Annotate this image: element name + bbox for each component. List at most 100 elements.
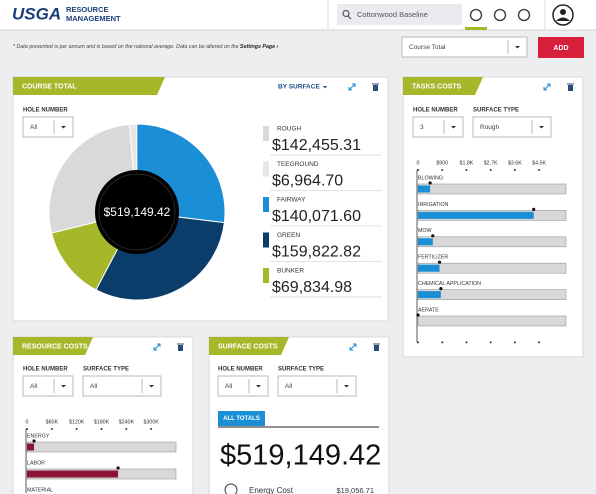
bar <box>418 291 441 299</box>
legend-value: $142,455.31 <box>272 137 361 154</box>
x-tick-label: $120K <box>69 419 85 425</box>
expand-icon[interactable] <box>153 343 161 351</box>
legend-value: $6,964.70 <box>272 173 343 190</box>
select-arrow <box>256 385 261 388</box>
legend-name: BUNKER <box>277 268 304 275</box>
tick-mark <box>125 428 128 430</box>
select-value: All <box>90 383 98 390</box>
settings-link[interactable]: Settings Page › <box>240 44 278 50</box>
bar-end-dot <box>116 466 120 470</box>
totals-tag[interactable] <box>218 411 265 426</box>
field-label: HOLE NUMBER <box>413 108 458 114</box>
delete-icon[interactable] <box>373 85 378 91</box>
search-text: Cottonwood Baseline <box>357 10 428 19</box>
x-tick-label: $60K <box>46 419 59 425</box>
select-arrow <box>451 126 456 129</box>
nav-icon[interactable] <box>517 8 531 22</box>
panel-tab <box>13 337 93 355</box>
x-tick-label: $900 <box>436 160 448 166</box>
expand-icon[interactable] <box>543 83 551 91</box>
select-value: All <box>225 383 233 390</box>
nav-active <box>465 27 487 30</box>
delete-icon[interactable] <box>568 85 573 91</box>
legend-value: $69,834.98 <box>272 279 352 296</box>
delete-icon-lid <box>373 343 380 345</box>
bar-track <box>417 183 567 195</box>
legend-swatch <box>263 232 269 248</box>
bar <box>418 264 440 272</box>
panel-tab <box>403 77 483 95</box>
bar <box>27 470 119 478</box>
row-name: Energy Cost <box>249 486 294 494</box>
nav-icon[interactable] <box>469 8 483 22</box>
select-arrow <box>344 385 349 388</box>
legend-swatch <box>263 161 269 177</box>
bar <box>27 443 35 451</box>
search-box[interactable] <box>337 4 462 25</box>
x-tick-label: $1.8K <box>460 160 474 166</box>
totals-tag-label: ALL TOTALS <box>223 416 260 422</box>
delete-icon[interactable] <box>178 345 183 351</box>
logo: USGA <box>12 4 61 23</box>
tick-mark <box>489 341 492 344</box>
panel-title: TASKS COSTS <box>412 83 462 90</box>
select[interactable] <box>217 375 269 397</box>
donut-center <box>95 170 179 254</box>
select[interactable] <box>22 375 74 397</box>
x-tick-label: $180K <box>94 419 110 425</box>
tick-mark <box>50 428 53 430</box>
select-value: Rough <box>480 124 500 131</box>
bar-track <box>26 441 177 453</box>
bar-label: MOW <box>418 228 432 234</box>
bar-end-dot <box>532 207 536 211</box>
field-label: HOLE NUMBER <box>218 367 263 373</box>
search-icon <box>347 15 352 20</box>
select[interactable] <box>22 116 74 138</box>
surface-total: $519,149.42 <box>220 440 381 472</box>
app-name: MANAGEMENT <box>66 14 121 23</box>
select-value: All <box>285 383 293 390</box>
bar-label: ENERGY <box>27 433 50 439</box>
panel <box>12 336 194 494</box>
tick-mark <box>538 169 541 171</box>
delete-icon-lid <box>177 343 184 345</box>
expand-icon[interactable] <box>348 83 356 91</box>
panel-title: SURFACE COSTS <box>218 343 278 350</box>
bar <box>418 185 431 193</box>
tick-mark <box>513 169 516 171</box>
select[interactable] <box>412 116 464 138</box>
delete-icon[interactable] <box>374 345 379 351</box>
tick-mark <box>513 341 516 344</box>
bar <box>418 238 433 246</box>
add-button-label: ADD <box>553 45 568 52</box>
field-label: SURFACE TYPE <box>278 367 324 373</box>
x-tick-label: $300K <box>144 419 160 425</box>
legend-swatch <box>263 197 269 212</box>
select[interactable] <box>401 36 528 58</box>
bar-label: MATERIAL <box>27 487 53 493</box>
bar-end-dot <box>32 439 36 443</box>
legend-name: TEEGROUND <box>277 161 319 168</box>
bar-track <box>417 236 567 248</box>
bar-label: AERATE <box>418 307 439 313</box>
legend-swatch <box>263 126 269 141</box>
donut-center-ring <box>98 173 176 251</box>
legend-swatch <box>263 268 269 283</box>
tick-mark <box>417 341 419 344</box>
avatar-body <box>556 17 570 21</box>
row-icon <box>224 483 238 494</box>
bar-track <box>417 262 567 274</box>
bar-label: LABOR <box>27 460 45 466</box>
tick-mark <box>465 169 468 171</box>
expand-icon[interactable] <box>349 343 357 351</box>
legend-name: GREEN <box>277 232 300 239</box>
add-button[interactable] <box>538 37 584 58</box>
nav-icon[interactable] <box>493 8 507 22</box>
bar-label: IRRIGATION <box>418 202 449 208</box>
field-label: HOLE NUMBER <box>23 367 68 373</box>
legend-value: $140,071.60 <box>272 208 361 225</box>
tick-mark <box>441 341 444 344</box>
select-arrow <box>539 126 544 129</box>
bar-end-dot <box>416 313 420 317</box>
